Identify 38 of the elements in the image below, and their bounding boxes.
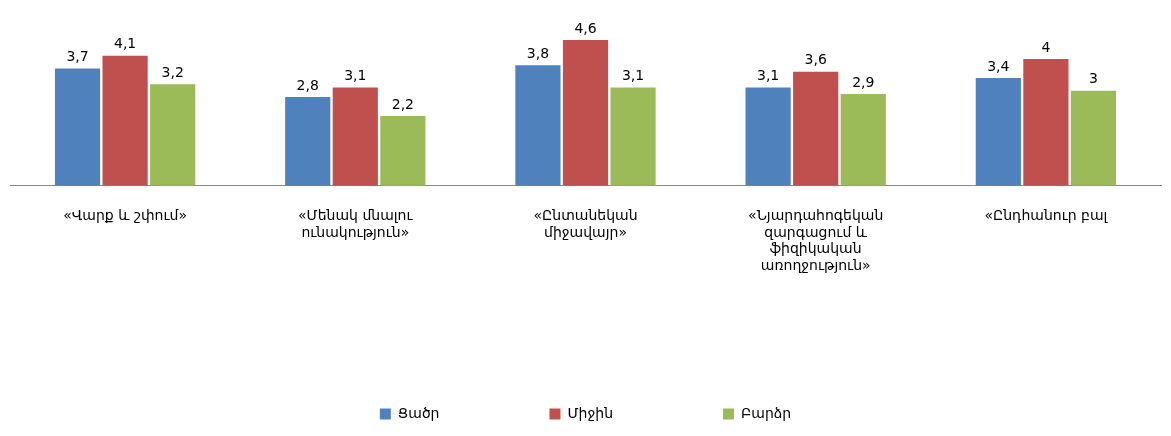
data-label: 2,2 (391, 95, 415, 112)
bar (332, 87, 378, 186)
bar (1023, 59, 1069, 186)
bar (745, 87, 791, 186)
bar (610, 87, 656, 186)
x-tick-label: «Ընդհանուր բալ (984, 206, 1109, 223)
data-label: 4,6 (574, 19, 597, 36)
bar (515, 65, 561, 186)
bar (975, 78, 1021, 186)
data-label: 4 (1041, 38, 1051, 55)
bar (840, 93, 886, 186)
data-label: 3,7 (66, 48, 89, 65)
legend-label: Ցածր (397, 404, 440, 421)
bar (1070, 90, 1117, 186)
data-label: 2,9 (852, 73, 875, 90)
bar (380, 116, 426, 186)
data-label: 2,8 (296, 76, 319, 93)
x-tick-label: «Վարք և շփում» (63, 206, 188, 223)
x-tick-label: «Նյարդահոգեկան զարգացում և ֆիզիկական առողջություն» (748, 206, 884, 274)
bar (150, 84, 196, 186)
data-label: 3,4 (987, 57, 1010, 74)
bar (793, 71, 839, 186)
bar (102, 55, 148, 186)
data-label: 3 (1089, 70, 1098, 87)
data-label: 3,2 (161, 64, 184, 81)
x-tick-label: «Ընտանեկան միջավայր» (533, 206, 638, 240)
legend-label: Բարձր (741, 404, 792, 421)
legend-label: Միջին (567, 404, 614, 421)
data-label: 3,1 (756, 67, 780, 84)
data-label: 3,6 (804, 51, 827, 68)
bar (285, 97, 331, 186)
data-label: 3,1 (344, 67, 367, 84)
data-label: 3,1 (621, 67, 645, 84)
bar (54, 68, 101, 186)
x-tick-label: «Մենակ մնալու ունակություն» (298, 206, 414, 240)
data-label: 3,8 (526, 45, 550, 61)
data-label: 4,1 (113, 35, 137, 52)
bar (562, 40, 609, 186)
